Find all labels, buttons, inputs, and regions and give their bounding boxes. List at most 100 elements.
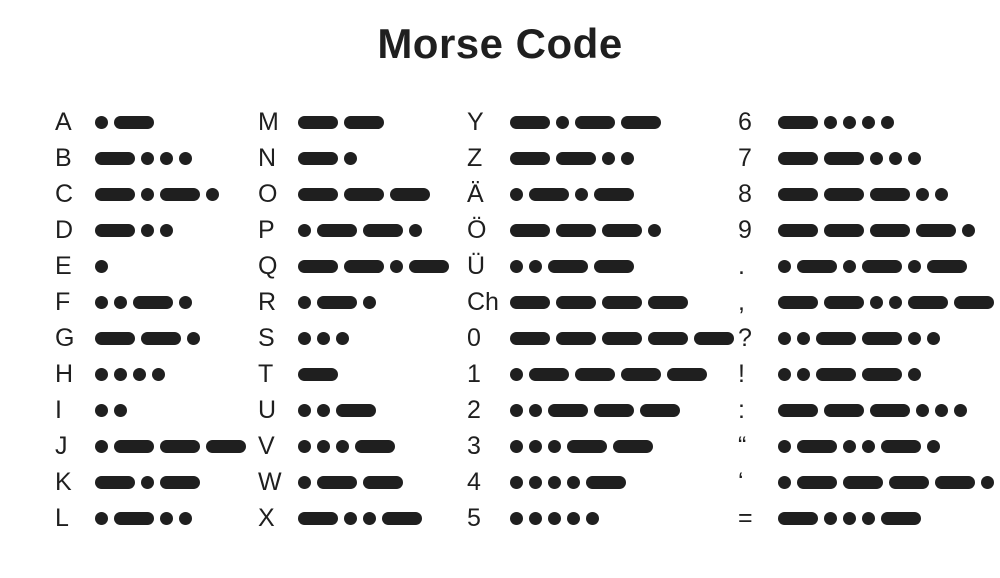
character-label: , [738, 287, 745, 316]
morse-code-symbols [778, 295, 994, 309]
dash-symbol [613, 439, 653, 453]
morse-row: 3 [467, 428, 734, 464]
dash-symbol [797, 439, 837, 453]
dot-symbol [363, 295, 376, 309]
dash-symbol [529, 187, 569, 201]
dash-symbol [336, 403, 376, 417]
dash-symbol [824, 403, 864, 417]
dot-symbol [567, 511, 580, 525]
character-label: O [258, 179, 278, 208]
morse-row: ? [738, 320, 994, 356]
morse-code-symbols [778, 439, 940, 453]
dash-symbol [141, 331, 181, 345]
morse-code-symbols [510, 403, 680, 417]
morse-code-symbols [95, 331, 200, 345]
dash-symbol [529, 367, 569, 381]
dash-symbol [298, 511, 338, 525]
morse-row: E [55, 248, 246, 284]
morse-code-symbols [95, 511, 192, 525]
dot-symbol [548, 475, 561, 489]
dash-symbol [298, 115, 338, 129]
dash-symbol [363, 475, 403, 489]
morse-code-symbols [298, 187, 430, 201]
dash-symbol [510, 151, 550, 165]
dash-symbol [797, 259, 837, 273]
page-title: Morse Code [377, 20, 623, 67]
dash-symbol [344, 115, 384, 129]
dash-symbol [667, 367, 707, 381]
dash-symbol [916, 223, 956, 237]
dot-symbol [927, 439, 940, 453]
dot-symbol [344, 151, 357, 165]
dot-symbol [114, 295, 127, 309]
morse-code-symbols [95, 187, 219, 201]
dot-symbol [317, 331, 330, 345]
dash-symbol [586, 475, 626, 489]
morse-column-letters-y-5: Y Z Ä Ö Ü Ch 0 1 2 3 4 5 [467, 104, 734, 536]
character-label: V [258, 431, 275, 460]
dash-symbol [390, 187, 430, 201]
dot-symbol [927, 331, 940, 345]
dot-symbol [179, 151, 192, 165]
dot-symbol [962, 223, 975, 237]
dot-symbol [778, 439, 791, 453]
dash-symbol [816, 331, 856, 345]
dash-symbol [870, 223, 910, 237]
character-label: B [55, 143, 72, 172]
dash-symbol [95, 187, 135, 201]
morse-row: P [258, 212, 449, 248]
morse-code-symbols [95, 475, 200, 489]
dot-symbol [824, 115, 837, 129]
morse-code-symbols [510, 367, 707, 381]
dot-symbol [317, 403, 330, 417]
dash-symbol [778, 511, 818, 525]
dash-symbol [548, 259, 588, 273]
dash-symbol [862, 331, 902, 345]
dash-symbol [881, 439, 921, 453]
dash-symbol [317, 223, 357, 237]
morse-code-symbols [95, 115, 154, 129]
character-label: Ö [467, 215, 487, 244]
dot-symbol [95, 403, 108, 417]
dot-symbol [556, 115, 569, 129]
dot-symbol [160, 223, 173, 237]
morse-code-symbols [778, 331, 940, 345]
character-label: 6 [738, 107, 752, 136]
dot-symbol [862, 439, 875, 453]
morse-code-symbols [778, 367, 921, 381]
dot-symbol [843, 511, 856, 525]
dot-symbol [889, 295, 902, 309]
dot-symbol [843, 115, 856, 129]
morse-row: X [258, 500, 449, 536]
dot-symbol [889, 151, 902, 165]
dash-symbol [640, 403, 680, 417]
morse-row: I [55, 392, 246, 428]
dot-symbol [298, 475, 311, 489]
morse-row: : [738, 392, 994, 428]
dash-symbol [510, 295, 550, 309]
character-label: Ä [467, 179, 484, 208]
dot-symbol [797, 367, 810, 381]
dash-symbol [778, 115, 818, 129]
morse-code-symbols [95, 259, 108, 273]
dot-symbol [548, 511, 561, 525]
morse-row: 7 [738, 140, 994, 176]
morse-row: “ [738, 428, 994, 464]
dot-symbol [344, 511, 357, 525]
morse-row: 4 [467, 464, 734, 500]
character-label: J [55, 431, 68, 460]
morse-row: O [258, 176, 449, 212]
morse-code-symbols [298, 367, 338, 381]
dot-symbol [114, 403, 127, 417]
morse-row: N [258, 140, 449, 176]
morse-code-symbols [510, 259, 634, 273]
dash-symbol [298, 259, 338, 273]
dot-symbol [336, 439, 349, 453]
dot-symbol [152, 367, 165, 381]
dot-symbol [336, 331, 349, 345]
dash-symbol [298, 367, 338, 381]
dot-symbol [981, 475, 994, 489]
morse-row: T [258, 356, 449, 392]
dash-symbol [870, 403, 910, 417]
